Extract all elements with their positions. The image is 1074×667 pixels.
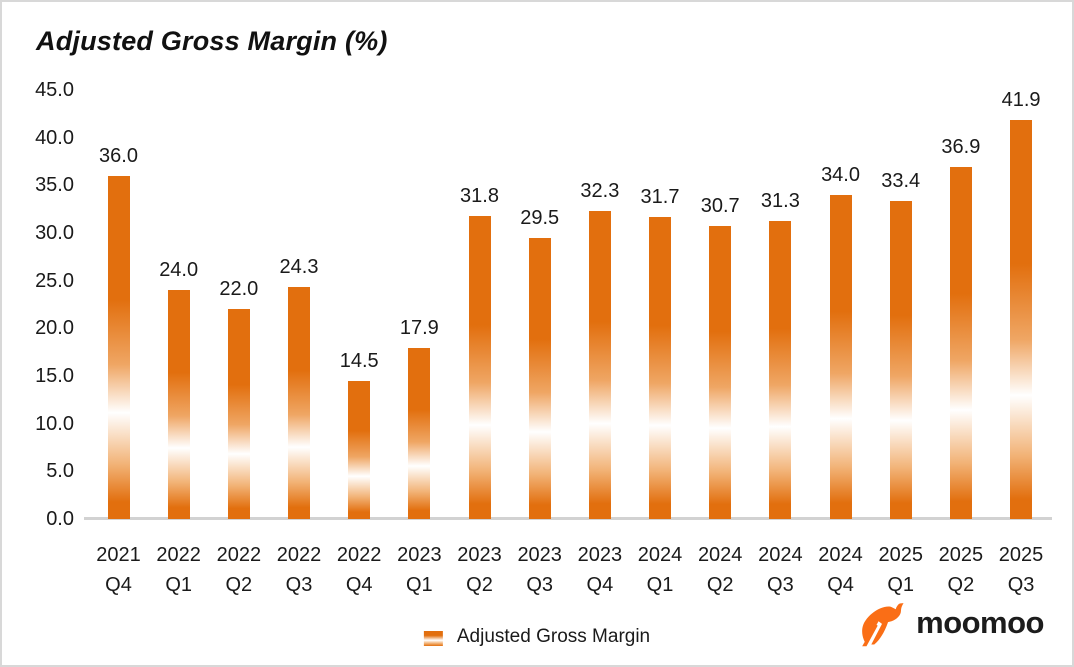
bar — [167, 290, 190, 519]
bar — [588, 211, 611, 519]
bar — [889, 200, 912, 519]
bar — [949, 167, 972, 519]
bar-value-label: 31.3 — [760, 189, 800, 212]
bar — [1010, 119, 1033, 519]
y-axis-tick-label: 45.0 — [35, 79, 74, 101]
x-axis-tick-label: 2024 Q4 — [818, 544, 863, 596]
bar — [829, 194, 852, 519]
x-axis-tick-label: 2023 Q1 — [397, 544, 442, 596]
y-axis-tick-label: 35.0 — [35, 174, 74, 197]
x-axis-tick-label: 2021 Q4 — [96, 544, 141, 596]
bar — [408, 348, 431, 519]
bar-value-label: 30.7 — [700, 195, 740, 218]
x-axis-tick-label: 2024 Q3 — [758, 544, 803, 596]
bar — [528, 237, 551, 519]
bar-value-label: 36.9 — [941, 136, 981, 159]
bar — [107, 175, 130, 519]
bar — [227, 309, 250, 519]
legend-label: Adjusted Gross Margin — [456, 626, 651, 647]
moomoo-bull-icon — [862, 600, 906, 648]
x-axis-tick-label: 2025 Q1 — [878, 544, 923, 596]
y-axis-tick-label: 15.0 — [35, 365, 74, 387]
x-axis-tick-label: 2023 Q3 — [517, 544, 562, 596]
bar-value-label: 22.0 — [219, 278, 259, 301]
y-axis-tick-label: 30.0 — [35, 222, 74, 244]
bar-value-label: 17.9 — [399, 317, 439, 340]
x-axis-tick-label: 2022 Q2 — [216, 544, 262, 596]
moomoo-logo: moomoo — [856, 598, 1044, 648]
x-axis-tick-label: 2022 Q3 — [276, 544, 322, 596]
legend-swatch-icon — [423, 630, 443, 646]
bar-value-label: 41.9 — [1001, 88, 1041, 111]
legend: Adjusted Gross Margin — [423, 626, 651, 648]
bar — [468, 215, 491, 519]
x-axis-tick-label: 2022 Q4 — [336, 544, 382, 596]
x-axis-tick-label: 2024 Q2 — [697, 544, 743, 596]
bar — [649, 216, 672, 519]
bar-value-label: 14.5 — [339, 349, 379, 372]
y-axis-tick-label: 20.0 — [35, 317, 74, 340]
bar-value-label: 33.4 — [881, 169, 921, 192]
x-axis-tick-label: 2022 Q1 — [156, 544, 201, 596]
bar — [709, 226, 732, 519]
y-axis-tick-label: 25.0 — [35, 269, 74, 292]
x-axis-tick-label: 2025 Q2 — [938, 544, 984, 596]
x-axis-tick-label: 2025 Q3 — [998, 544, 1044, 596]
x-axis-tick-label: 2023 Q2 — [457, 544, 502, 596]
bar — [348, 380, 371, 519]
moomoo-wordmark: moomoo — [916, 605, 1044, 640]
x-axis-baseline — [84, 517, 1052, 520]
bar-value-label: 29.5 — [520, 206, 560, 229]
x-axis-tick-label: 2024 Q1 — [637, 544, 683, 596]
bar-value-label: 31.8 — [460, 184, 499, 207]
bar-value-label: 24.0 — [159, 259, 199, 282]
chart-title: Adjusted Gross Margin (%) — [36, 26, 388, 56]
bar — [769, 220, 792, 519]
bar-value-label: 32.3 — [580, 180, 620, 203]
bar — [288, 287, 310, 519]
bar-value-label: 36.0 — [99, 144, 138, 167]
y-axis-tick-label: 0.0 — [46, 508, 74, 530]
y-axis-tick-label: 5.0 — [46, 460, 74, 483]
y-axis-tick-label: 40.0 — [35, 126, 74, 149]
bar-value-label: 31.7 — [640, 185, 680, 208]
y-axis-tick-label: 10.0 — [35, 412, 74, 435]
bar-value-label: 24.3 — [279, 256, 319, 279]
x-axis-tick-label: 2023 Q4 — [577, 544, 623, 596]
bar-value-label: 34.0 — [821, 163, 860, 186]
